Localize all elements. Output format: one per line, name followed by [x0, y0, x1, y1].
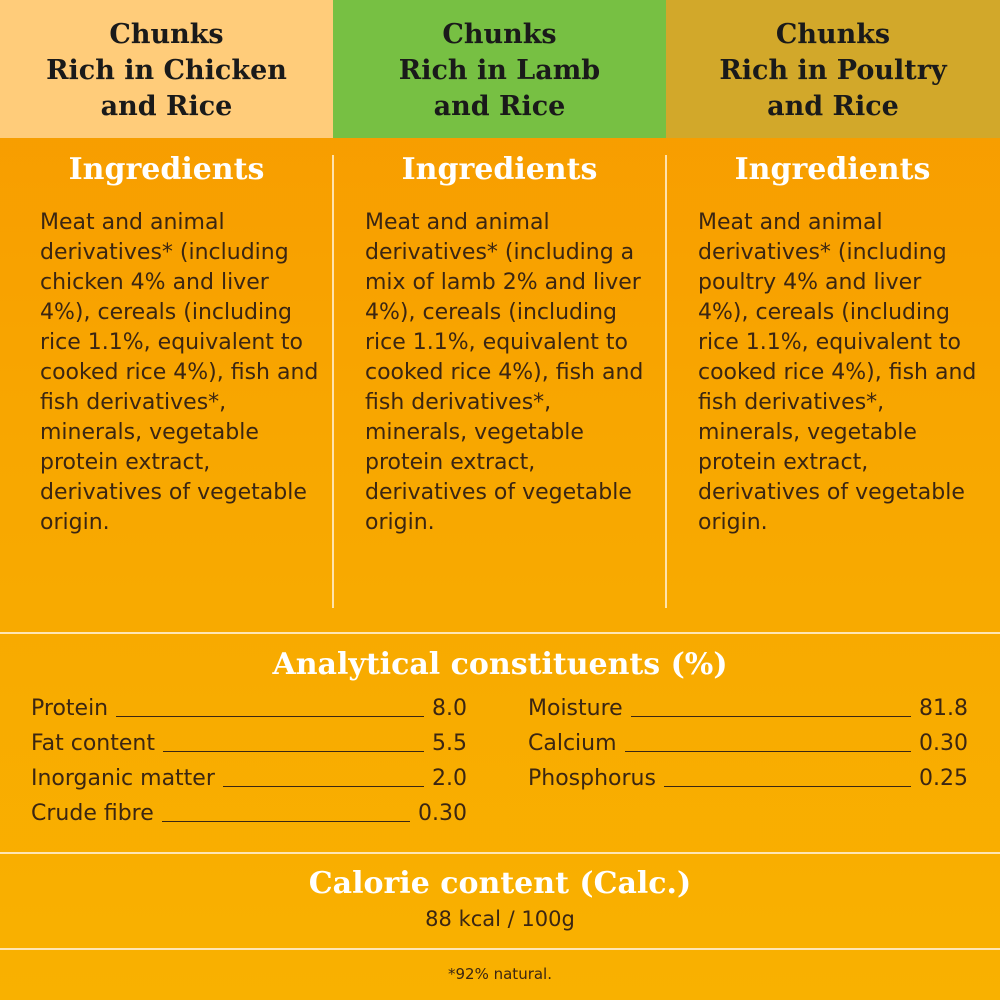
constituent-row: Fat content 5.5 — [31, 728, 467, 758]
product-header-line: Rich in Chicken — [46, 55, 287, 86]
constituent-row: Phosphorus 0.25 — [528, 763, 968, 793]
product-header-line: Rich in Poultry — [719, 55, 947, 86]
product-header-poultry: Chunks Rich in Poultry and Rice — [666, 0, 1000, 138]
product-header-line: and Rice — [433, 91, 566, 122]
product-header-line: and Rice — [767, 91, 899, 122]
constituent-value: 0.30 — [919, 731, 968, 756]
leader-line — [630, 716, 912, 717]
constituent-row: Protein 8.0 — [31, 693, 467, 723]
constituent-label: Calcium — [528, 731, 617, 756]
constituent-row: Inorganic matter 2.0 — [31, 763, 467, 793]
section-divider — [0, 852, 1000, 854]
constituent-label: Protein — [31, 696, 109, 721]
product-header-chicken: Chunks Rich in Chicken and Rice — [0, 0, 333, 138]
product-header-line: Chunks — [109, 19, 224, 50]
product-header-line: Chunks — [442, 19, 557, 50]
column-divider — [332, 155, 334, 608]
constituent-value: 5.5 — [432, 731, 467, 756]
section-divider — [0, 632, 1000, 634]
ingredients-text: Meat and animal derivatives* (including … — [40, 210, 319, 535]
constituent-row: Calcium 0.30 — [528, 728, 968, 758]
leader-line — [663, 786, 912, 787]
constituent-value: 0.30 — [418, 801, 467, 826]
constituent-value: 81.8 — [919, 696, 968, 721]
constituent-label: Crude fibre — [31, 801, 154, 826]
ingredients-title: Ingredients — [734, 152, 931, 187]
leader-line — [161, 821, 411, 822]
constituent-row: Moisture 81.8 — [528, 693, 968, 723]
ingredients-title: Ingredients — [68, 152, 265, 187]
constituent-value: 2.0 — [432, 766, 467, 791]
calorie-content-title: Calorie content (Calc.) — [308, 866, 692, 901]
product-header-line: Rich in Lamb — [398, 55, 601, 86]
constituent-label: Phosphorus — [528, 766, 656, 791]
ingredients-text: Meat and animal derivatives* (including … — [365, 210, 644, 535]
leader-line — [162, 751, 424, 752]
constituent-value: 0.25 — [919, 766, 968, 791]
leader-line — [116, 716, 424, 717]
constituent-label: Moisture — [528, 696, 623, 721]
product-header-row: Chunks Rich in Chicken and Rice Chunks R… — [0, 0, 1000, 138]
ingredients-title: Ingredients — [401, 152, 598, 187]
constituent-row: Crude fibre 0.30 — [31, 798, 467, 828]
ingredients-text: Meat and animal derivatives* (including … — [698, 210, 977, 535]
leader-line — [222, 786, 424, 787]
analytical-constituents-title: Analytical constituents (%) — [272, 647, 728, 682]
leader-line — [624, 751, 912, 752]
product-header-lamb: Chunks Rich in Lamb and Rice — [333, 0, 666, 138]
column-divider — [665, 155, 667, 608]
section-divider — [0, 948, 1000, 950]
product-header-line: and Rice — [100, 91, 233, 122]
footnote: *92% natural. — [448, 965, 552, 983]
constituent-value: 8.0 — [432, 696, 467, 721]
constituent-label: Fat content — [31, 731, 155, 756]
constituent-label: Inorganic matter — [31, 766, 215, 791]
product-header-line: Chunks — [775, 19, 891, 50]
calorie-content-value: 88 kcal / 100g — [425, 907, 575, 931]
